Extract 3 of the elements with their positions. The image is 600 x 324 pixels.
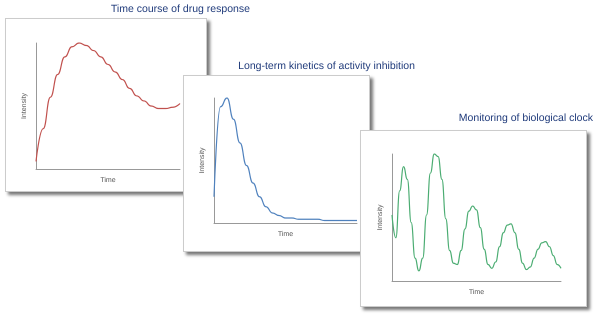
chart-title: Time course of drug response	[110, 3, 250, 15]
chart-title: Long-term kinetics of activity inhibition	[238, 60, 415, 72]
chart-title: Monitoring of biological clock	[458, 112, 593, 124]
